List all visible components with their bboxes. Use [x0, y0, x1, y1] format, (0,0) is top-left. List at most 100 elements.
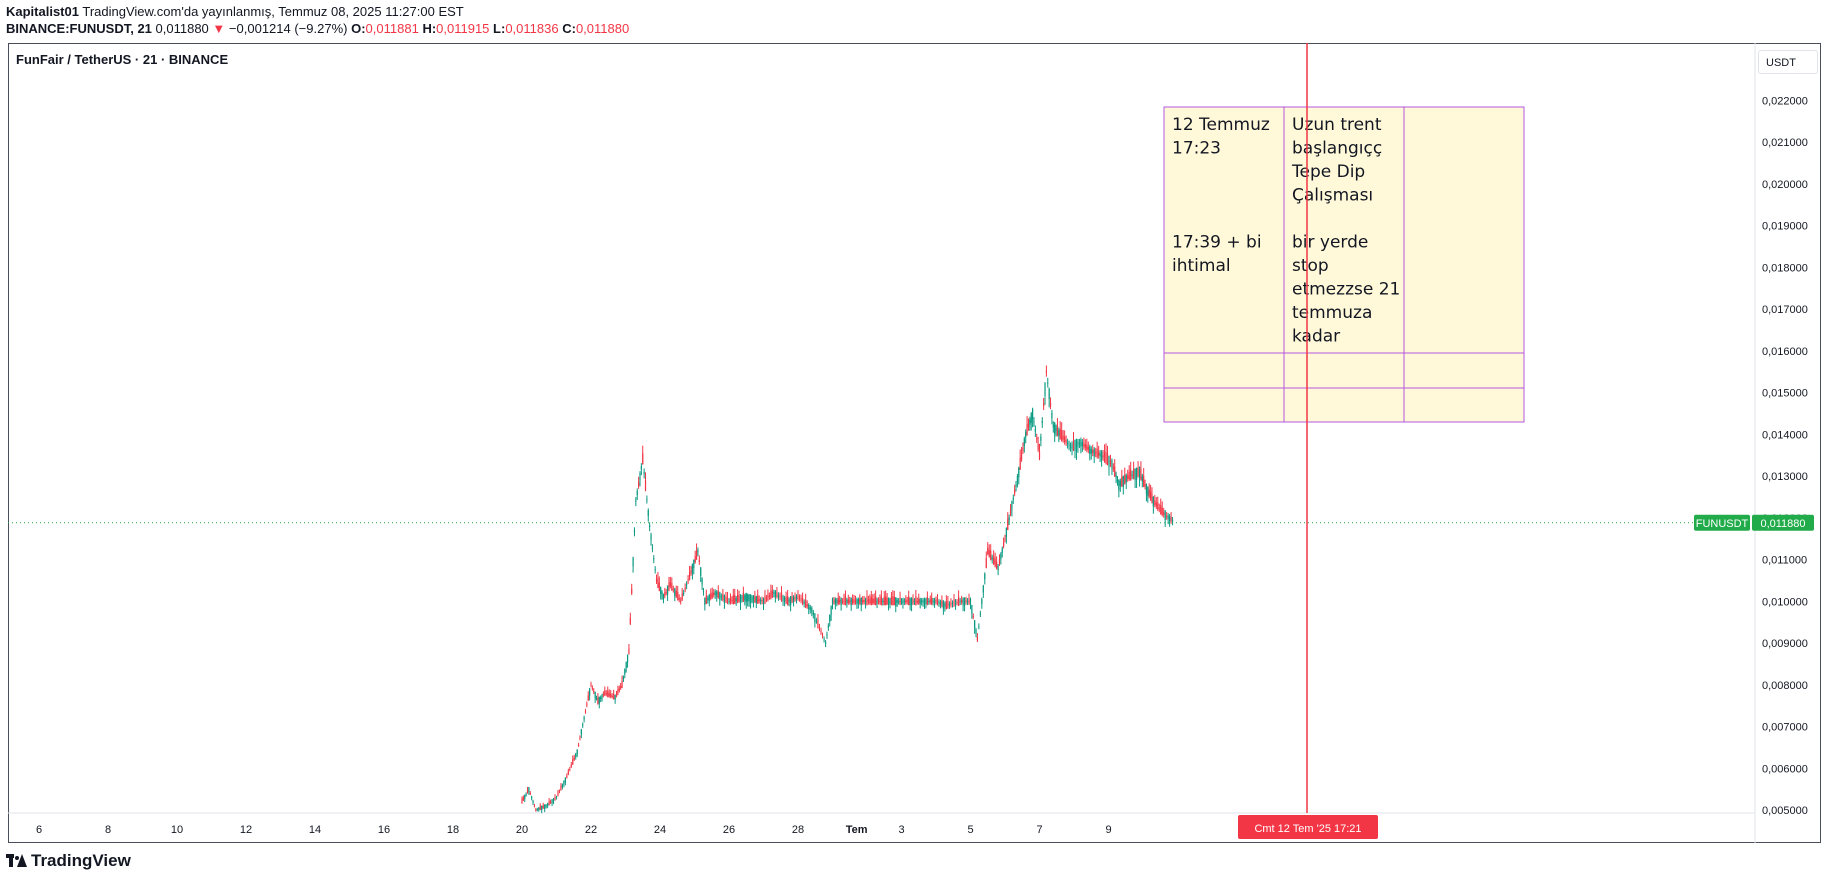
candle-body [771, 590, 773, 598]
x-tick-label: 16 [378, 824, 390, 836]
tradingview-logo[interactable]: TradingView [6, 851, 131, 871]
candle-body [624, 669, 626, 675]
candle-body [735, 598, 737, 602]
candle-body [549, 801, 552, 803]
candle-body [680, 600, 682, 602]
candle-body [1167, 515, 1169, 520]
candle-body [870, 596, 872, 605]
y-tick-label: 0,006000 [1762, 763, 1808, 775]
candle-body [649, 525, 651, 527]
candle-body [1166, 515, 1168, 517]
candle-body [1071, 443, 1073, 450]
candle-body [1101, 451, 1103, 460]
note-table-cell[interactable] [1403, 387, 1525, 423]
candle-body [545, 805, 547, 807]
y-tick-label: 0,016000 [1762, 346, 1808, 358]
y-tick-label: 0,020000 [1762, 179, 1808, 191]
candle-body [954, 600, 957, 606]
candle-body [993, 556, 995, 565]
candle-body [834, 598, 836, 605]
candle-body [1090, 448, 1092, 454]
candle-body [782, 596, 784, 602]
candle-body [968, 598, 970, 604]
candle-body [963, 597, 966, 606]
candle-body [1049, 402, 1052, 406]
candle-body [742, 592, 744, 602]
candle-body [677, 591, 679, 601]
candle-body [532, 800, 534, 803]
candle-body [817, 619, 819, 629]
candle-body [678, 598, 680, 600]
candle-body [836, 600, 838, 603]
candle-body [621, 680, 623, 689]
candle-body [668, 582, 670, 591]
candle-body [811, 607, 813, 612]
candle-body [825, 642, 827, 644]
note-table-cell[interactable] [1163, 106, 1285, 354]
candle-body [714, 591, 716, 595]
candle-body [862, 600, 864, 603]
candle-body [1158, 507, 1160, 509]
candle-body [803, 601, 805, 604]
candle-body [1160, 505, 1162, 514]
candle-body [1033, 421, 1035, 423]
candle-body [607, 690, 609, 698]
author-name[interactable]: Kapitalist01 [6, 4, 79, 19]
candle-body [918, 598, 920, 604]
candle-body [896, 600, 898, 603]
candle-body [695, 550, 698, 560]
candle-body [720, 596, 722, 598]
candle-body [1029, 419, 1031, 425]
candle-body [1055, 427, 1057, 432]
high-value: 0,011915 [436, 21, 490, 36]
note-table-cell[interactable] [1403, 106, 1525, 354]
candle-body [948, 603, 951, 606]
candle-body [866, 596, 868, 606]
candle-body [760, 600, 762, 602]
candle-body [787, 596, 789, 606]
note-table-cell[interactable] [1283, 387, 1405, 423]
candle-body [998, 559, 1001, 565]
candle-body [831, 598, 834, 605]
candle-body [583, 717, 585, 720]
x-tick-label: Tem [846, 824, 868, 836]
candle-body [852, 598, 854, 604]
currency-button[interactable]: USDT [1758, 50, 1818, 74]
candle-body [1023, 438, 1025, 446]
x-tick-label: 8 [105, 824, 111, 836]
candle-body [867, 599, 870, 603]
candle-body [764, 595, 766, 604]
candle-body [1170, 517, 1172, 522]
candle-body [889, 599, 891, 604]
y-tick-label: 0,017000 [1762, 304, 1808, 316]
note-table-cell[interactable] [1283, 352, 1405, 389]
candle-body [971, 605, 973, 614]
candle-body [926, 597, 928, 605]
candle-body [719, 592, 721, 600]
note-table-cell[interactable] [1163, 352, 1285, 389]
candle-body [936, 598, 939, 605]
candle-body [1145, 484, 1148, 495]
note-table-cell[interactable] [1283, 106, 1405, 354]
candle-body [672, 589, 674, 591]
candle-body [1003, 542, 1005, 547]
candle-body [605, 692, 607, 695]
x-tick-label: 24 [654, 824, 666, 836]
candle-body [522, 797, 524, 801]
candle-body [857, 599, 859, 604]
x-tick-label: 20 [516, 824, 528, 836]
note-table-cell[interactable] [1403, 352, 1525, 389]
candle-body [751, 597, 753, 600]
candle-body [613, 693, 615, 699]
candle-body [768, 595, 771, 597]
candle-body [548, 801, 550, 806]
candle-body [1078, 442, 1081, 444]
candle-body [1133, 468, 1135, 479]
note-table-cell[interactable] [1163, 387, 1285, 423]
candle-body [639, 472, 641, 481]
candle-body [758, 599, 760, 602]
candle-body [1072, 439, 1075, 451]
candle-body [953, 599, 955, 607]
candle-body [860, 597, 862, 606]
